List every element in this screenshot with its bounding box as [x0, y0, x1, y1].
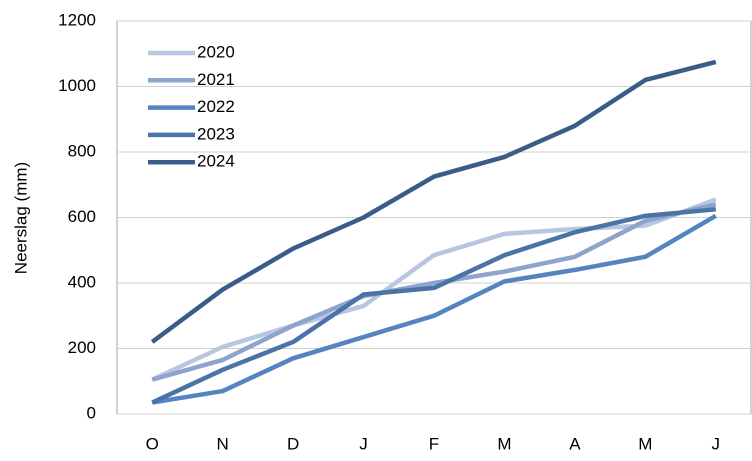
x-tick-label: A	[569, 434, 581, 453]
y-axis-label: Neerslag (mm)	[11, 162, 30, 274]
legend-label: 2024	[197, 152, 235, 171]
x-tick-label: F	[429, 434, 439, 453]
legend-label: 2022	[197, 97, 235, 116]
x-tick-label: M	[497, 434, 511, 453]
legend-label: 2020	[197, 42, 235, 61]
y-tick-label: 800	[68, 141, 96, 160]
y-tick-label: 600	[68, 207, 96, 226]
y-tick-label: 1200	[58, 10, 96, 29]
series-line	[151, 213, 717, 405]
series-line	[150, 59, 717, 344]
x-tick-label: J	[359, 434, 368, 453]
x-tick-label: O	[146, 434, 159, 453]
x-tick-label: D	[287, 434, 299, 453]
x-tick-label: M	[638, 434, 652, 453]
y-tick-label: 400	[68, 272, 96, 291]
y-tick-label: 0	[87, 403, 96, 422]
x-tick-label: N	[217, 434, 229, 453]
y-tick-label: 200	[68, 338, 96, 357]
legend-label: 2023	[197, 124, 235, 143]
y-tick-label: 1000	[58, 76, 96, 95]
x-tick-label: J	[712, 434, 721, 453]
series-line	[151, 207, 716, 405]
legend-label: 2021	[197, 70, 235, 89]
series-line	[151, 197, 717, 382]
series-line	[151, 202, 717, 382]
